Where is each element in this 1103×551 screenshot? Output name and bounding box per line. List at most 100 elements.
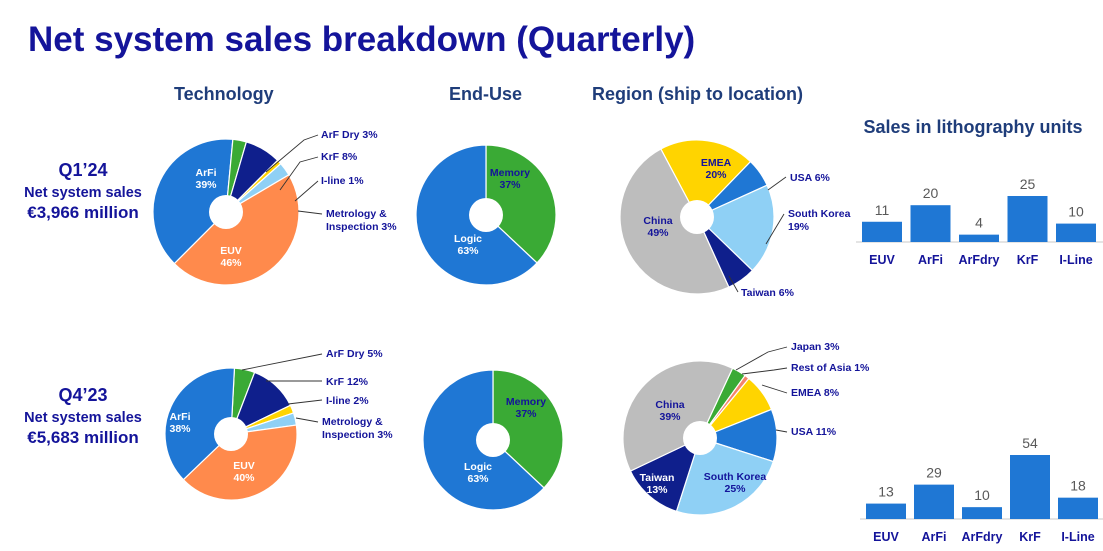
- slice-value-emea: 20%: [705, 169, 727, 181]
- slice-label-logic: Logic: [454, 233, 482, 245]
- callout-line-metrology-inspection: [295, 417, 319, 423]
- slice-text-china: China 49%: [643, 215, 672, 239]
- bar-value-arfdry: 4: [975, 215, 983, 231]
- bar-category-arfdry: ArFdry: [959, 253, 1000, 267]
- callout-line-japan: [735, 346, 788, 371]
- bar-category-i-line: I-Line: [1059, 253, 1092, 267]
- pie-chart-end-use-q4-23: [422, 369, 564, 511]
- slice-text-south-korea: South Korea 25%: [704, 471, 767, 495]
- header-region: Region (ship to location): [592, 84, 803, 104]
- pie-slice-euv: [182, 424, 298, 501]
- slice-value-china: 49%: [647, 227, 669, 239]
- callout-value-i-line: I-line 2%: [326, 395, 369, 407]
- period-quarter: Q4’23: [58, 385, 108, 405]
- bar-i-line: [1056, 223, 1096, 242]
- slice-text-arfi: ArFi 38%: [169, 411, 191, 435]
- bar-category-euv: EUV: [869, 253, 895, 267]
- bar-arfdry: [962, 507, 1002, 519]
- callout-line-i-line: [287, 399, 323, 405]
- pie-center-hole: [683, 421, 717, 455]
- callout-value-arf-dry: ArF Dry 3%: [321, 129, 378, 141]
- pie-slice-arfi: [164, 367, 236, 481]
- slice-value-logic: 63%: [457, 245, 479, 257]
- bar-category-arfi: ArFi: [918, 253, 943, 267]
- slice-text-logic: Logic 63%: [464, 461, 492, 485]
- header-technology: Technology: [174, 84, 274, 104]
- callout-text-metrology-inspection: Metrology & Inspection 3%: [326, 208, 397, 233]
- callout-line-usa: [775, 429, 788, 433]
- slice-value-logic: 63%: [467, 473, 489, 485]
- callout-value-krf: KrF 8%: [321, 151, 358, 163]
- callout-text-south-korea: South Korea 19%: [788, 208, 851, 233]
- bar-i-line: [1058, 497, 1098, 519]
- slice-value-memory: 37%: [499, 179, 521, 191]
- callout-text-usa: USA 6%: [790, 172, 831, 184]
- bar-value-arfi: 29: [926, 465, 942, 481]
- slice-text-arfi: ArFi 39%: [195, 167, 217, 191]
- bar-value-krf: 25: [1020, 176, 1036, 192]
- callout-value-arf-dry: ArF Dry 5%: [326, 348, 383, 360]
- slice-value-china: 39%: [659, 411, 681, 423]
- callout-value-rest-of-asia: Rest of Asia 1%: [791, 362, 870, 374]
- callout-line-south-korea: [765, 213, 785, 245]
- callout-line-taiwan: [728, 275, 739, 293]
- pie-center-hole: [476, 423, 510, 457]
- period-label: Net system sales: [24, 410, 142, 426]
- pie-chart-region-ship-to-location-q1-24: [619, 139, 787, 295]
- slice-label-memory: Memory: [490, 167, 530, 179]
- header-end-use: End-Use: [449, 84, 523, 104]
- callout-value-usa: USA 6%: [790, 172, 831, 184]
- slice-value-memory: 37%: [515, 408, 537, 420]
- callout-line-arf-dry: [265, 134, 319, 173]
- bar-category-krf: KrF: [1017, 253, 1039, 267]
- callout-label-metrology-inspection: Metrology &: [326, 208, 387, 220]
- slice-label-euv: EUV: [233, 460, 255, 472]
- callout-value-south-korea: 19%: [788, 221, 810, 233]
- page-title: Net system sales breakdown (Quarterly): [28, 20, 696, 59]
- slice-label-taiwan: Taiwan: [640, 472, 675, 484]
- bar-arfi: [914, 484, 954, 519]
- callout-value-taiwan: Taiwan 6%: [741, 287, 795, 299]
- pie-slice-memory: [485, 144, 557, 264]
- bar-krf: [1007, 196, 1048, 242]
- bar-value-euv: 11: [875, 202, 890, 218]
- callout-value-i-line: I-line 1%: [321, 175, 364, 187]
- callout-text-usa: USA 11%: [791, 426, 837, 438]
- callout-text-japan: Japan 3%: [791, 341, 840, 353]
- bar-chart-q1-24: 11 EUV 20 ArFi 4 ArFdry 25 KrF 10 I-Line: [856, 176, 1103, 267]
- pie-slice-arfi: [152, 138, 234, 265]
- callout-text-taiwan: Taiwan 6%: [741, 287, 795, 299]
- slice-label-china: China: [643, 215, 672, 227]
- period-q4-23: Q4’23 Net system sales €5,683 million: [8, 385, 158, 448]
- bar-category-euv: EUV: [873, 530, 899, 544]
- bar-arfi: [910, 205, 951, 242]
- period-q1-24: Q1’24 Net system sales €3,966 million: [8, 160, 158, 223]
- callout-value-emea: EMEA 8%: [791, 387, 840, 399]
- callout-text-i-line: I-line 2%: [326, 395, 369, 407]
- pie-slice-south-korea: [695, 184, 775, 272]
- bar-value-euv: 13: [878, 484, 894, 500]
- callout-value-japan: Japan 3%: [791, 341, 840, 353]
- callout-text-emea: EMEA 8%: [791, 387, 840, 399]
- bar-category-krf: KrF: [1019, 530, 1041, 544]
- pie-slice-south-korea: [675, 437, 775, 516]
- bar-value-krf: 54: [1022, 435, 1038, 451]
- slice-value-taiwan: 13%: [646, 484, 668, 496]
- pie-slice-taiwan: [629, 436, 701, 513]
- callout-line-usa: [767, 176, 787, 191]
- callout-line-i-line: [294, 180, 319, 202]
- bar-value-arfdry: 10: [974, 487, 990, 503]
- pie-center-hole: [214, 417, 248, 451]
- callout-value-krf: KrF 12%: [326, 376, 369, 388]
- slice-value-euv: 46%: [220, 257, 242, 269]
- slice-value-euv: 40%: [233, 472, 255, 484]
- slice-text-china: China 39%: [655, 399, 684, 423]
- period-amount: €5,683 million: [27, 428, 139, 447]
- callout-text-krf: KrF 8%: [321, 151, 358, 163]
- callout-text-i-line: I-line 1%: [321, 175, 364, 187]
- slice-label-logic: Logic: [464, 461, 492, 473]
- callout-text-arf-dry: ArF Dry 3%: [321, 129, 378, 141]
- callout-text-metrology-inspection: Metrology & Inspection 3%: [322, 416, 393, 441]
- callout-line-emea: [761, 384, 788, 394]
